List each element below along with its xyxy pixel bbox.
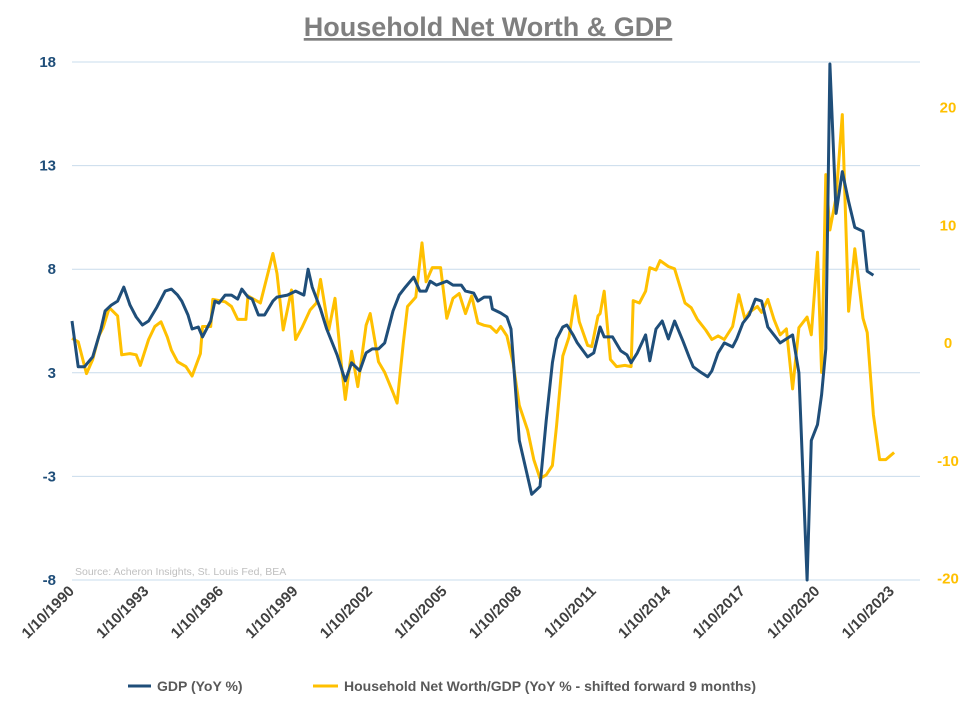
gridlines: [72, 61, 920, 581]
x-tick-label: 1/10/2005: [391, 583, 450, 642]
x-tick-label: 1/10/2002: [317, 583, 376, 642]
x-tick-label: 1/10/1993: [93, 583, 152, 642]
right-tick-label: -20: [937, 571, 959, 588]
legend-label-gdp: GDP (YoY %): [157, 678, 243, 694]
x-tick-label: 1/10/2017: [690, 583, 749, 642]
right-tick-label: 20: [940, 100, 957, 117]
series-lines: [70, 62, 896, 582]
source-note: Source: Acheron Insights, St. Louis Fed,…: [75, 566, 286, 578]
x-tick-label: 1/10/2023: [839, 583, 898, 642]
x-tick-label: 1/10/2008: [466, 583, 525, 642]
x-tick-label: 1/10/1990: [19, 583, 78, 642]
legend-label-networth: Household Net Worth/GDP (YoY % - shifted…: [344, 678, 756, 694]
left-tick-label: 18: [39, 54, 56, 71]
right-tick-label: -10: [937, 453, 959, 470]
left-tick-label: -3: [43, 468, 56, 485]
left-axis-labels: 18 13 8 3 -3 -8: [39, 54, 56, 589]
right-tick-label: 10: [940, 217, 957, 234]
left-tick-label: -8: [43, 572, 56, 589]
right-axis-labels: 20 10 0 -10 -20: [937, 100, 959, 588]
chart-title: Household Net Worth & GDP: [304, 12, 673, 42]
x-axis-labels: 1/10/1990 1/10/1993 1/10/1996 1/10/1999 1/10…: [19, 582, 898, 642]
left-tick-label: 3: [48, 365, 56, 382]
right-tick-label: 0: [944, 335, 952, 352]
x-tick-label: 1/10/1996: [168, 583, 227, 642]
x-tick-label: 1/10/2011: [541, 583, 600, 642]
legend: GDP (YoY %) Household Net Worth/GDP (YoY…: [128, 678, 756, 694]
left-tick-label: 8: [48, 261, 56, 278]
x-tick-label: 1/10/2014: [615, 582, 675, 642]
gdp-line: [70, 62, 875, 582]
x-tick-label: 1/10/2020: [764, 583, 823, 642]
left-tick-label: 13: [39, 158, 56, 175]
x-tick-label: 1/10/1999: [242, 583, 301, 642]
